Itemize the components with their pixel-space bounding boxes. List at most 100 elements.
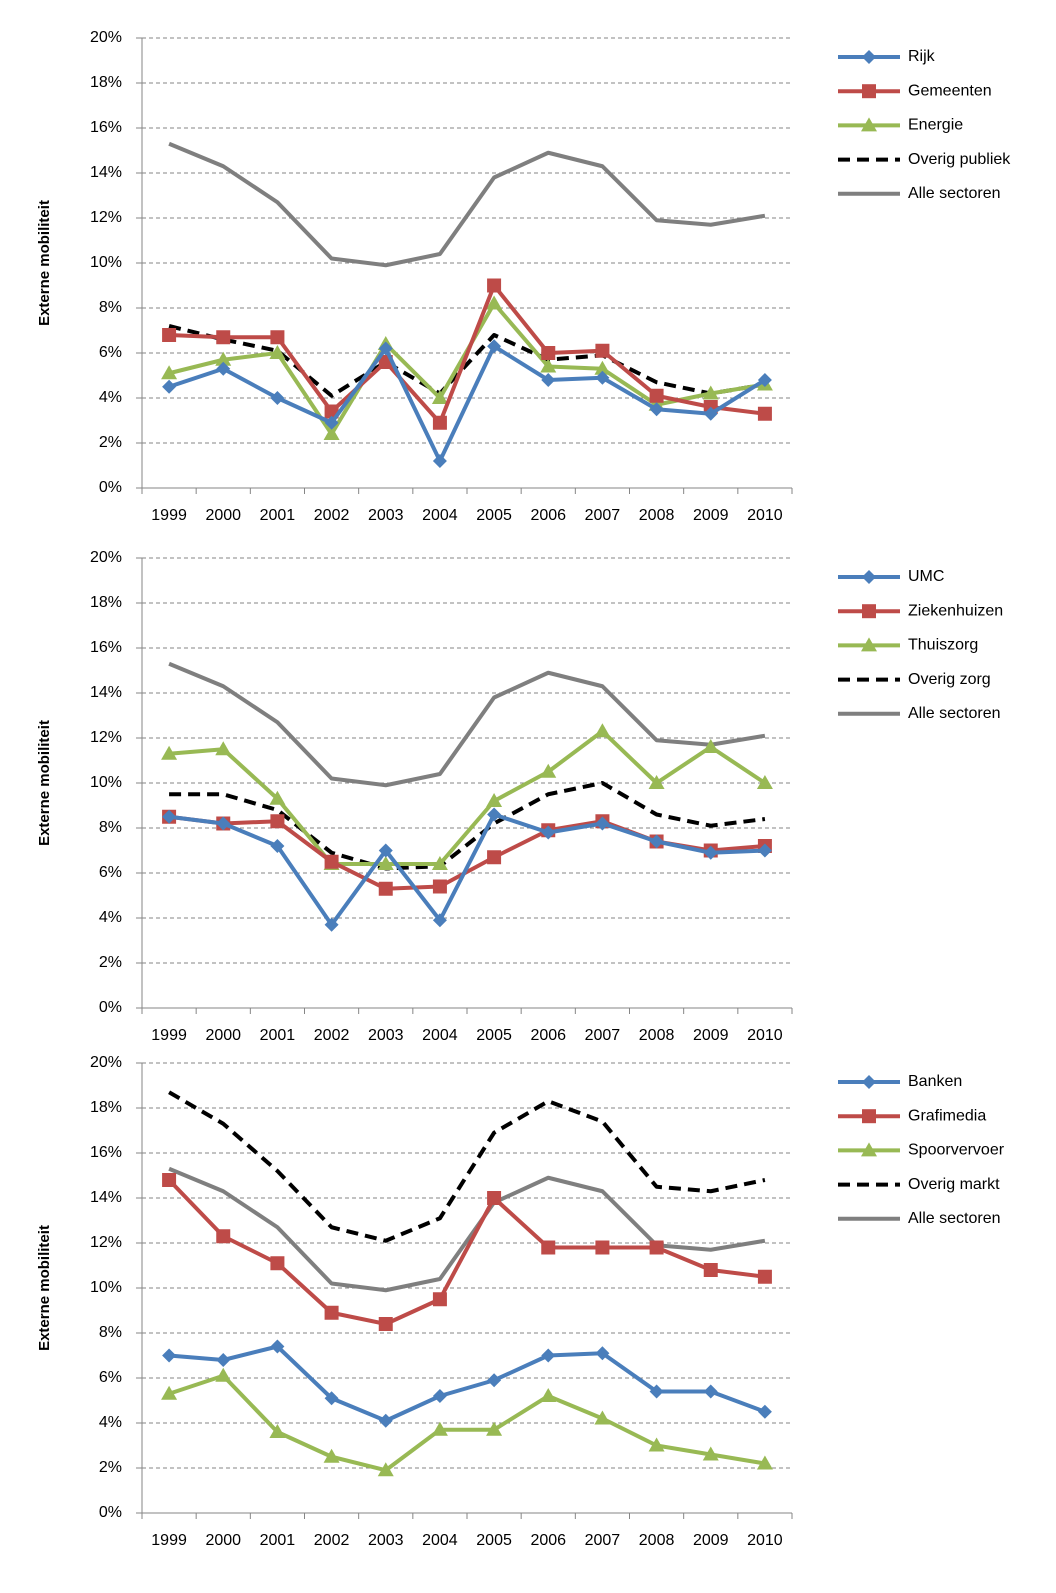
marker <box>378 843 393 858</box>
x-tick-label: 2007 <box>585 1532 621 1549</box>
marker <box>216 1229 231 1244</box>
x-tick-label: 2000 <box>205 1532 241 1549</box>
y-tick-label: 10% <box>90 254 122 271</box>
marker <box>216 361 231 376</box>
legend-entry: Gemeenten <box>838 82 992 99</box>
y-axis-label: Externe mobiliteit <box>36 720 53 846</box>
marker <box>862 570 876 584</box>
marker <box>324 1305 339 1320</box>
y-tick-label: 0% <box>99 1504 122 1521</box>
marker <box>377 856 394 870</box>
x-tick-label: 2006 <box>530 1027 566 1044</box>
marker <box>432 879 447 894</box>
y-tick-label: 16% <box>90 639 122 656</box>
marker <box>757 373 772 387</box>
y-tick-label: 16% <box>90 1144 122 1161</box>
chart: 0% 2% 4% 6% 8% 10% 12% 14% 16% 18% 20% 1999 2000 2001… <box>36 1054 1005 1549</box>
series-line <box>168 283 766 425</box>
y-axis-label: Externe mobiliteit <box>36 1225 53 1351</box>
marker <box>431 1421 448 1436</box>
marker <box>324 917 339 932</box>
y-tick-label: 20% <box>90 29 122 46</box>
marker <box>702 739 719 753</box>
x-tick-label: 2009 <box>693 1027 729 1044</box>
marker <box>270 1339 285 1354</box>
marker <box>861 1142 877 1157</box>
marker <box>378 341 393 356</box>
marker <box>649 1240 664 1255</box>
series-line <box>168 344 766 463</box>
legend-entry: Overig publiek <box>838 151 1011 168</box>
marker <box>757 1269 772 1284</box>
x-tick-label: 2010 <box>747 1027 783 1044</box>
x-tick-label: 2002 <box>314 507 350 524</box>
marker <box>861 117 877 132</box>
marker <box>269 345 286 359</box>
y-tick-label: 6% <box>99 864 122 881</box>
y-tick-label: 4% <box>99 1414 122 1431</box>
legend-entry: Overig zorg <box>838 671 991 688</box>
y-tick-label: 6% <box>99 1369 122 1386</box>
legend-entry: Ziekenhuizen <box>838 602 1003 619</box>
marker <box>161 745 178 760</box>
marker <box>862 50 876 64</box>
series-line <box>168 324 766 398</box>
marker <box>431 856 448 870</box>
x-tick-label: 2003 <box>368 1027 404 1044</box>
x-tick-label: 2008 <box>639 507 675 524</box>
legend-label: Grafimedia <box>908 1107 986 1124</box>
y-tick-label: 18% <box>90 74 122 91</box>
series-line <box>168 812 766 927</box>
marker <box>703 1384 718 1399</box>
marker <box>432 913 447 928</box>
marker <box>861 637 877 652</box>
marker <box>594 360 611 375</box>
marker <box>378 1317 393 1331</box>
legend-label: Alle sectoren <box>908 1210 1001 1227</box>
legend-entry: Grafimedia <box>838 1107 986 1124</box>
y-tick-label: 8% <box>99 1324 122 1341</box>
series-line <box>168 729 767 866</box>
legend-label: Overig markt <box>908 1176 1000 1193</box>
marker <box>649 402 664 417</box>
marker <box>862 1075 876 1089</box>
legend-label: Energie <box>908 117 963 134</box>
x-tick-label: 2002 <box>314 1027 350 1044</box>
y-tick-label: 20% <box>90 1054 122 1071</box>
marker <box>540 763 557 778</box>
y-tick-label: 2% <box>99 434 122 451</box>
marker <box>756 1455 773 1470</box>
marker <box>162 328 177 342</box>
marker <box>162 1173 177 1187</box>
legend-entry: Alle sectoren <box>838 185 1001 202</box>
marker <box>486 295 503 310</box>
x-tick-label: 2006 <box>530 1532 566 1549</box>
series-line <box>169 781 766 871</box>
y-tick-label: 0% <box>99 479 122 496</box>
marker <box>216 330 231 345</box>
marker <box>487 1373 502 1388</box>
x-tick-label: 2000 <box>205 507 241 524</box>
marker <box>702 385 719 400</box>
marker <box>269 1424 286 1438</box>
x-tick-label: 2001 <box>260 1532 296 1549</box>
series-line <box>168 661 766 788</box>
marker <box>487 807 502 822</box>
marker <box>541 1240 556 1255</box>
marker <box>216 1353 231 1367</box>
marker <box>594 723 611 738</box>
marker <box>270 330 285 345</box>
x-tick-label: 2005 <box>476 1532 512 1549</box>
legend-label: Banken <box>908 1073 962 1090</box>
marker <box>161 1385 178 1400</box>
marker <box>648 1437 665 1452</box>
legend-label: Alle sectoren <box>908 185 1001 202</box>
x-tick-label: 2006 <box>530 507 566 524</box>
x-tick-label: 2004 <box>422 1532 458 1549</box>
marker <box>757 843 772 858</box>
marker <box>862 84 876 99</box>
marker <box>541 373 556 387</box>
y-tick-label: 8% <box>99 299 122 316</box>
y-tick-label: 4% <box>99 389 122 406</box>
